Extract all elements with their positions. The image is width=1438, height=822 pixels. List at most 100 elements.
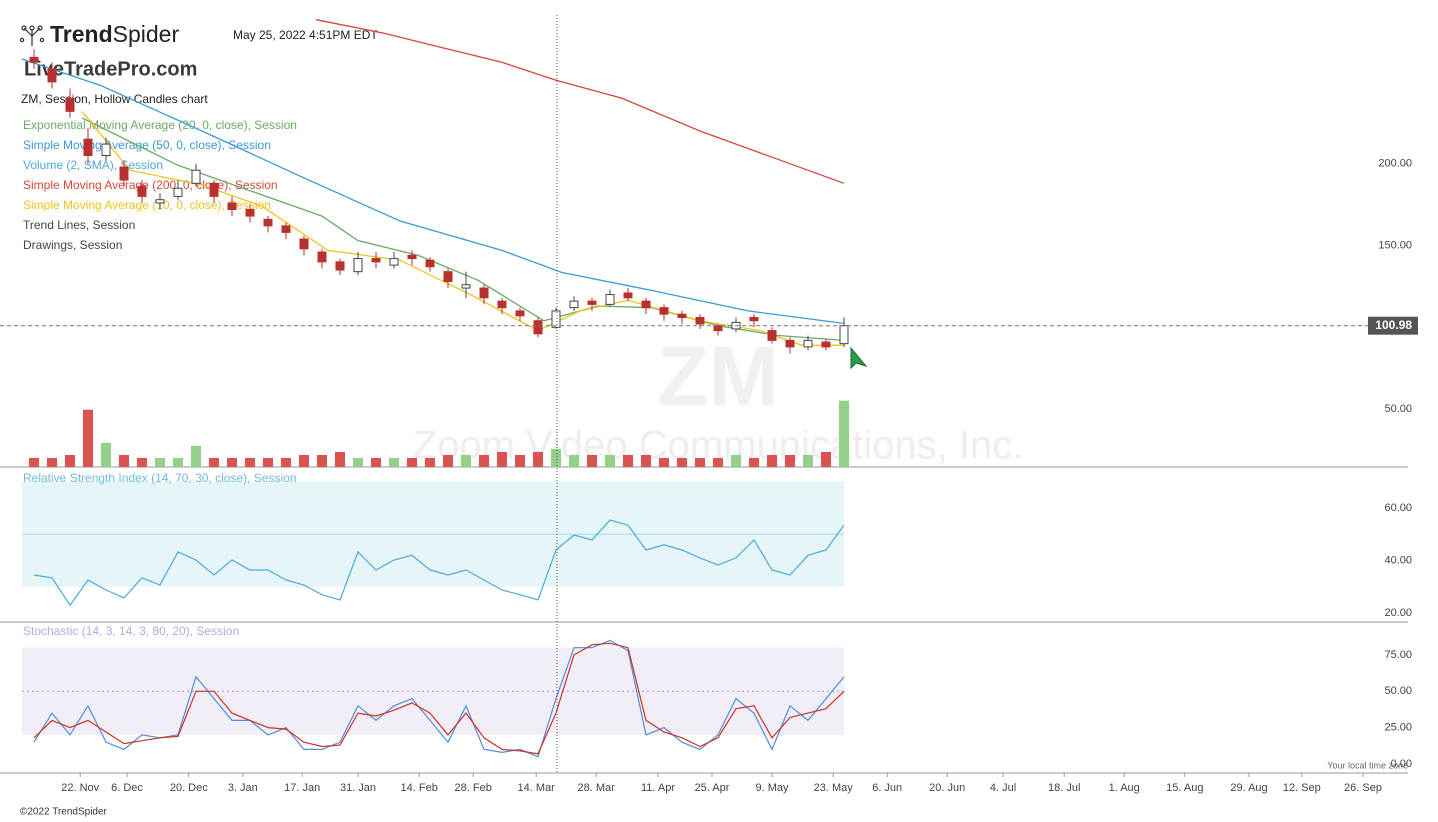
y-tick-label: 20.00 [1384,607,1412,619]
candle-body [335,261,345,271]
volume-bar [47,457,57,467]
cursor-arrow [850,346,868,370]
x-tick-label: 6. Jun [872,782,902,794]
candle-body [101,143,111,157]
volume-bar [371,457,381,467]
candle-body [173,187,183,197]
volume-bar [551,448,561,467]
volume-bar [677,457,687,467]
legend-entry: Simple Moving Average (200, 0, close), S… [23,178,278,192]
y-tick-label: 200.00 [1378,158,1412,170]
x-tick-label: 25. Apr [695,782,730,794]
y-tick-label: 0.00 [1391,758,1412,770]
candle-body [299,238,309,250]
candle-body [803,339,813,348]
x-tick-label: 18. Jul [1048,782,1080,794]
candle-body [641,300,651,309]
x-tick-label: 23. May [814,782,854,794]
y-tick-label: 60.00 [1384,502,1412,514]
x-tick-label: 20. Dec [170,782,208,794]
last-price-box [1368,316,1418,335]
x-tick-label: 22. Nov [61,782,99,794]
x-tick-label: 31. Jan [340,782,376,794]
x-tick-label: 17. Jan [284,782,320,794]
y-tick-label: 50.00 [1384,685,1412,697]
volume-bar [191,445,201,467]
legend-entry: Simple Moving Average (10, 0, close), Se… [23,198,271,212]
volume-bar [281,457,291,467]
candle-body [821,341,831,348]
copyright: ©2022 TrendSpider [20,807,108,818]
timezone-note: Your local time zone [1327,760,1408,770]
volume-bar [335,451,345,467]
legend-entry: Trend Lines, Session [23,218,135,232]
x-tick-label: 14. Mar [518,782,556,794]
indicator-line [33,642,845,755]
volume-bar [479,454,489,467]
x-tick-label: 26. Sep [1344,782,1382,794]
candle-body [623,292,633,299]
x-tick-label: 3. Jan [228,782,258,794]
x-tick-label: 6. Dec [111,782,143,794]
volume-bar [839,400,849,467]
volume-bar [155,457,165,467]
x-tick-label: 29. Aug [1230,782,1267,794]
volume-bar [731,454,741,467]
y-tick-label: 150.00 [1378,239,1412,251]
volume-bar [641,454,651,467]
volume-bar [695,457,705,467]
x-tick-label: 20. Jun [929,782,965,794]
candle-body [227,202,237,211]
x-tick-label: 14. Feb [401,782,438,794]
x-tick-label: 4. Jul [990,782,1016,794]
candle-body [155,199,165,204]
candle-body [461,284,471,289]
volume-bar [245,457,255,467]
candle-body [407,254,417,260]
candle-body [353,258,363,273]
candle-body [677,313,687,318]
volume-bar [299,454,309,467]
candle-body [317,251,327,263]
volume-bar [389,457,399,467]
volume-bar [119,454,129,467]
volume-bar [173,457,183,467]
candle-body [659,307,669,315]
candle-body [785,339,795,348]
candle-body [695,316,705,325]
volume-bar [497,451,507,467]
candle-body [29,56,39,63]
candle-body [209,182,219,197]
candle-body [47,68,57,83]
candle-body [389,258,399,266]
volume-bar [227,457,237,467]
volume-bar [749,457,759,467]
candle-body [371,258,381,263]
volume-bar [443,454,453,467]
x-tick-label: 28. Mar [578,782,616,794]
candle-body [749,316,759,322]
moving-average-line [315,19,845,184]
volume-bar [317,454,327,467]
volume-bar [713,457,723,467]
volume-bar [353,457,363,467]
y-tick-label: 25.00 [1384,722,1412,734]
volume-bar [569,454,579,467]
panel-title: Relative Strength Index (14, 70, 30, clo… [23,471,297,485]
candle-body [443,271,453,282]
volume-bar [533,451,543,467]
logo: TrendSpider [50,21,179,47]
candle-body [497,300,507,309]
volume-bar [407,457,417,467]
candle-body [83,138,93,157]
volume-bar [461,454,471,467]
y-tick-label: 75.00 [1384,649,1412,661]
candle-body [119,166,129,181]
legend-entry: Volume (2, SMA), Session [23,158,163,172]
candle-body [713,325,723,332]
candle-body [479,287,489,299]
logo-icon [19,25,45,46]
candle-body [191,169,201,184]
